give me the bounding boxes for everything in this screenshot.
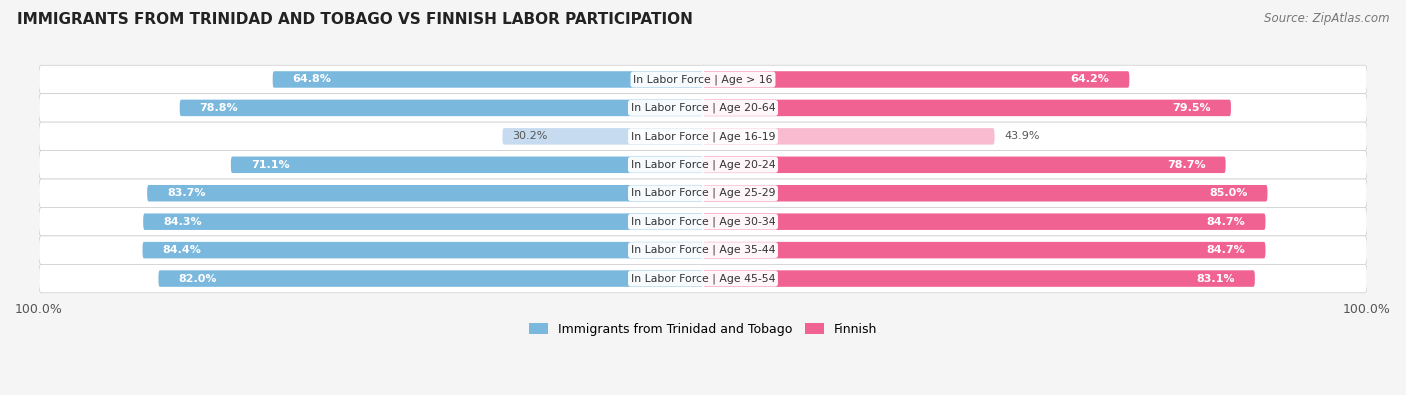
FancyBboxPatch shape <box>703 185 1267 201</box>
Text: Source: ZipAtlas.com: Source: ZipAtlas.com <box>1264 12 1389 25</box>
FancyBboxPatch shape <box>39 207 1367 236</box>
Text: IMMIGRANTS FROM TRINIDAD AND TOBAGO VS FINNISH LABOR PARTICIPATION: IMMIGRANTS FROM TRINIDAD AND TOBAGO VS F… <box>17 12 693 27</box>
Text: 82.0%: 82.0% <box>179 274 217 284</box>
Text: In Labor Force | Age 25-29: In Labor Force | Age 25-29 <box>631 188 775 199</box>
Text: 64.2%: 64.2% <box>1070 75 1109 85</box>
FancyBboxPatch shape <box>180 100 703 116</box>
FancyBboxPatch shape <box>39 65 1367 94</box>
FancyBboxPatch shape <box>502 128 703 145</box>
FancyBboxPatch shape <box>159 270 703 287</box>
Text: 78.8%: 78.8% <box>200 103 238 113</box>
Text: 30.2%: 30.2% <box>512 132 548 141</box>
Text: 79.5%: 79.5% <box>1173 103 1211 113</box>
Text: In Labor Force | Age 45-54: In Labor Force | Age 45-54 <box>631 273 775 284</box>
FancyBboxPatch shape <box>703 71 1129 88</box>
FancyBboxPatch shape <box>703 242 1265 258</box>
Text: 84.7%: 84.7% <box>1206 245 1246 255</box>
Text: In Labor Force | Age 30-34: In Labor Force | Age 30-34 <box>631 216 775 227</box>
FancyBboxPatch shape <box>39 179 1367 207</box>
FancyBboxPatch shape <box>39 150 1367 179</box>
Text: In Labor Force | Age > 16: In Labor Force | Age > 16 <box>633 74 773 85</box>
Text: 83.7%: 83.7% <box>167 188 205 198</box>
FancyBboxPatch shape <box>703 213 1265 230</box>
FancyBboxPatch shape <box>703 100 1230 116</box>
Text: 43.9%: 43.9% <box>1004 132 1040 141</box>
FancyBboxPatch shape <box>703 128 994 145</box>
Text: 78.7%: 78.7% <box>1167 160 1206 170</box>
Text: In Labor Force | Age 20-64: In Labor Force | Age 20-64 <box>631 103 775 113</box>
FancyBboxPatch shape <box>39 122 1367 150</box>
Legend: Immigrants from Trinidad and Tobago, Finnish: Immigrants from Trinidad and Tobago, Fin… <box>524 318 882 341</box>
Text: 71.1%: 71.1% <box>250 160 290 170</box>
Text: 84.3%: 84.3% <box>163 217 201 227</box>
Text: 84.4%: 84.4% <box>163 245 201 255</box>
FancyBboxPatch shape <box>703 156 1226 173</box>
Text: 85.0%: 85.0% <box>1209 188 1247 198</box>
FancyBboxPatch shape <box>231 156 703 173</box>
FancyBboxPatch shape <box>143 213 703 230</box>
FancyBboxPatch shape <box>703 270 1254 287</box>
FancyBboxPatch shape <box>39 94 1367 122</box>
Text: In Labor Force | Age 16-19: In Labor Force | Age 16-19 <box>631 131 775 141</box>
FancyBboxPatch shape <box>39 236 1367 264</box>
FancyBboxPatch shape <box>142 242 703 258</box>
Text: 84.7%: 84.7% <box>1206 217 1246 227</box>
Text: 64.8%: 64.8% <box>292 75 332 85</box>
FancyBboxPatch shape <box>273 71 703 88</box>
Text: In Labor Force | Age 20-24: In Labor Force | Age 20-24 <box>631 160 775 170</box>
Text: 83.1%: 83.1% <box>1197 274 1234 284</box>
Text: In Labor Force | Age 35-44: In Labor Force | Age 35-44 <box>631 245 775 256</box>
FancyBboxPatch shape <box>39 264 1367 293</box>
FancyBboxPatch shape <box>148 185 703 201</box>
